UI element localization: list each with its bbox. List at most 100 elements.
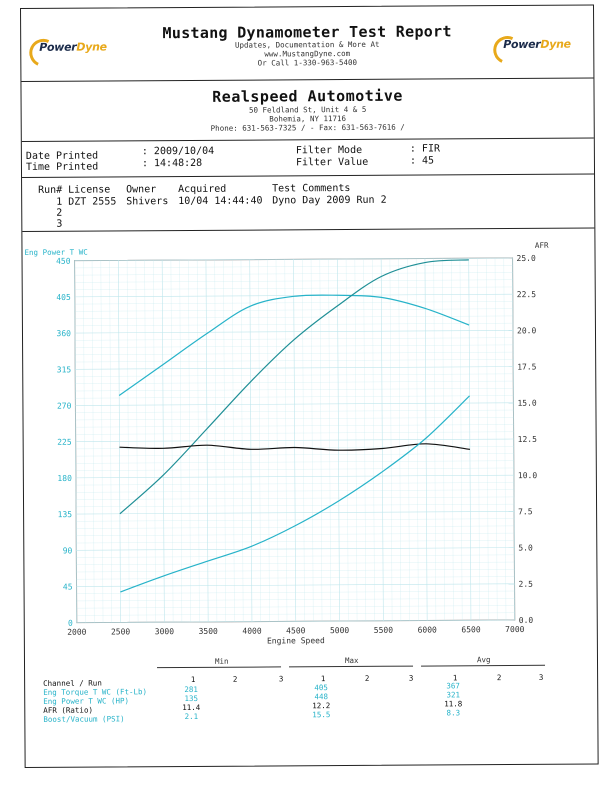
stats-max-label: Max: [344, 655, 359, 666]
grid-line-horizontal: [76, 554, 515, 558]
grid-line-horizontal: [76, 561, 515, 565]
y-left-tick-label: 45: [63, 582, 73, 591]
grid-line-horizontal: [74, 257, 513, 261]
powerdyne-logo-right: PowerDyne: [489, 32, 571, 69]
run-2-number: 2: [56, 207, 63, 219]
run-3-number: 3: [56, 218, 63, 230]
grid-line-horizontal: [75, 351, 514, 355]
grid-line-horizontal: [76, 605, 515, 609]
filter-value-label: Filter Value: [295, 156, 369, 169]
y-right-tick-label: 7.5: [518, 507, 533, 516]
y-left-tick-label: 270: [57, 401, 72, 410]
stats-avg-run-2: 2: [496, 673, 502, 683]
grid-line-horizontal: [74, 308, 513, 312]
logo-text-dyne: Dyne: [540, 37, 571, 51]
grid-line-horizontal: [75, 453, 514, 457]
power-series-line: [119, 259, 469, 515]
stats-row-boost-min: 2.1: [184, 711, 199, 722]
grid-line-horizontal: [76, 532, 515, 536]
x-tick-label: 5000: [330, 626, 350, 635]
grid-line-horizontal: [75, 344, 514, 348]
grid-line-horizontal: [75, 482, 514, 486]
grid-line-horizontal: [75, 395, 514, 399]
grid-line-horizontal: [75, 417, 514, 421]
grid-line-horizontal: [74, 330, 513, 334]
grid-line-horizontal: [76, 576, 515, 580]
y-right-tick-label: 22.5: [517, 290, 537, 299]
x-tick-label: 3500: [199, 627, 219, 636]
y-right-tick-label: 0.0: [519, 616, 534, 625]
right-axis-label: AFR: [535, 241, 549, 250]
date-printed-label: Date Printed: [25, 150, 99, 162]
grid-line-horizontal: [74, 272, 513, 276]
stats-row-power-min: 135: [184, 693, 199, 704]
filter-mode-value: : FIR: [409, 143, 441, 155]
filter-value-value: : 45: [409, 155, 435, 167]
stats-min-run-3: 3: [278, 674, 284, 684]
shop-info: Realspeed Automotive 50 Feldland St, Uni…: [21, 77, 594, 142]
stats-row-torque-min: 281: [184, 684, 198, 695]
run-1-license: DZT 2555: [68, 196, 117, 208]
grid-line-horizontal: [74, 301, 513, 305]
grid-line-horizontal: [76, 583, 515, 587]
x-axis-label: Engine Speed: [267, 636, 325, 645]
y-right-tick-label: 12.5: [518, 435, 538, 444]
time-printed-label: Time Printed: [25, 161, 99, 173]
stats-row-afr-min: 11.4: [182, 702, 201, 713]
time-printed-value: : 14:48:28: [141, 157, 203, 170]
grid-line-horizontal: [76, 511, 515, 515]
stats-avg-run-3: 3: [538, 672, 544, 682]
grid-line-horizontal: [76, 598, 515, 602]
x-tick-label: 2500: [111, 627, 131, 636]
stats-row-power-label: Eng Power T WC (HP): [43, 696, 130, 706]
runs-header-license: License: [68, 184, 111, 196]
x-tick-label: 4000: [242, 627, 262, 636]
y-left-tick-label: 225: [57, 438, 72, 447]
y-left-tick-label: 360: [57, 329, 72, 338]
grid-line-horizontal: [75, 373, 514, 377]
stats-max-run-1: 1: [320, 674, 326, 684]
stats-row-power-avg: 321: [446, 690, 460, 700]
stats-row-boost-max: 15.5: [312, 710, 331, 720]
y-left-tick-label: 180: [57, 474, 72, 483]
grid-line-horizontal: [74, 286, 513, 290]
y-right-tick-label: 17.5: [517, 362, 537, 371]
y-right-tick-label: 20.0: [517, 326, 537, 335]
x-tick-label: 7000: [505, 625, 525, 634]
x-tick-label: 5500: [374, 626, 394, 635]
runs-header-acquired: Acquired: [178, 183, 227, 196]
stats-min-label: Min: [214, 656, 229, 666]
run-1-comments: Dyno Day 2009 Run 2: [272, 194, 387, 207]
stats-channel-label: Channel / Run: [43, 678, 102, 688]
grid-line-horizontal: [74, 265, 513, 269]
y-right-tick-label: 2.5: [519, 580, 534, 589]
y-right-tick-label: 5.0: [518, 543, 533, 552]
stats-min-run-2: 2: [232, 674, 238, 684]
report-page: PowerDyne Mustang Dynamometer Test Repor…: [20, 4, 599, 768]
stats-row-power-max: 448: [314, 692, 329, 702]
run-1-acquired: 10/04 14:44:40: [178, 195, 263, 208]
grid-line-horizontal: [75, 366, 514, 370]
stats-row-afr-max: 12.2: [312, 701, 331, 711]
grid-line-horizontal: [75, 388, 514, 392]
grid-line-horizontal: [76, 525, 515, 529]
stats-row-boost-label: Boost/Vacuum (PSI): [43, 714, 125, 724]
runs-header-owner: Owner: [126, 184, 157, 196]
print-info: Date Printed : 2009/10/04 Time Printed :…: [21, 137, 595, 178]
grid-line-horizontal: [75, 474, 514, 479]
filter-mode-label: Filter Mode: [295, 144, 363, 157]
stats-row-torque-avg: 367: [446, 681, 460, 691]
grid-line-horizontal: [76, 496, 514, 500]
grid-line-horizontal: [75, 380, 514, 384]
x-tick-label: 3000: [155, 627, 175, 636]
stats-row-afr-label: AFR (Ratio): [43, 705, 93, 715]
grid-line-horizontal: [74, 293, 513, 298]
logo-text-power: Power: [503, 37, 541, 52]
y-left-tick-label: 405: [56, 293, 71, 302]
stats-row-boost-avg: 8.3: [446, 708, 461, 718]
y-right-tick-label: 10.0: [518, 471, 538, 480]
dyno-chart-svg: 2000 2500 3000 3500 4000 4500 5000 5500 6000 6500…: [24, 241, 549, 646]
grid-line-horizontal: [76, 619, 515, 623]
grid-line-horizontal: [76, 569, 515, 573]
runs-header-comments: Test Comments: [272, 182, 351, 195]
